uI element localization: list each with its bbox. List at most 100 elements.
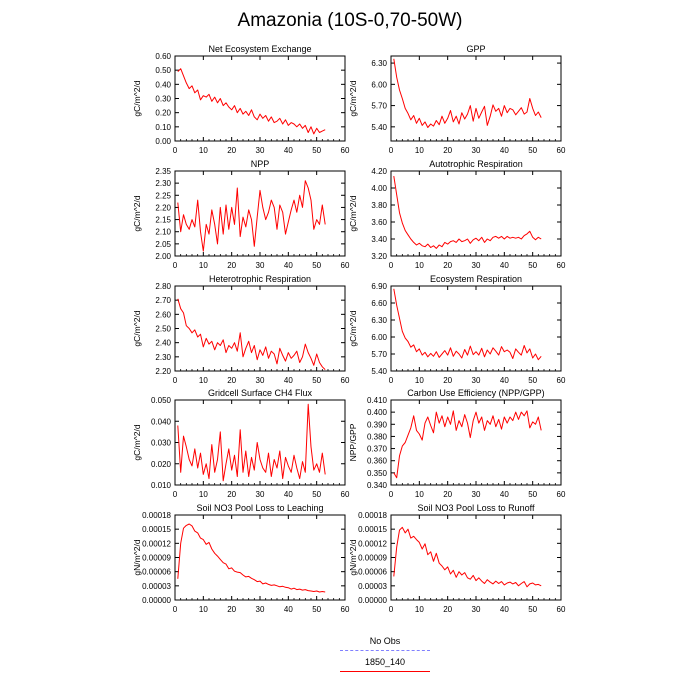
y-tick-label: 3.60 — [371, 218, 387, 227]
panel-title: Autotrophic Respiration — [429, 159, 523, 169]
y-tick-label: 0.400 — [367, 408, 388, 417]
x-tick-label: 10 — [199, 605, 208, 614]
x-tick-label: 60 — [341, 605, 350, 614]
y-tick-label: 2.30 — [155, 353, 171, 362]
x-tick-label: 10 — [415, 490, 424, 499]
y-tick-label: 4.20 — [371, 167, 387, 176]
x-tick-label: 40 — [500, 605, 509, 614]
y-tick-label: 0.410 — [367, 396, 388, 405]
y-tick-label: 0.20 — [155, 109, 171, 118]
x-tick-label: 0 — [389, 376, 394, 385]
x-tick-label: 0 — [173, 376, 178, 385]
y-tick-label: 2.80 — [155, 282, 171, 291]
y-tick-label: 6.30 — [371, 316, 387, 325]
y-tick-label: 0.370 — [367, 445, 388, 454]
series-line-1850-140 — [177, 68, 326, 135]
series-line-1850-140 — [177, 523, 326, 593]
x-tick-label: 60 — [341, 490, 350, 499]
y-axis-label: gC/m^2/d — [132, 310, 142, 346]
y-tick-label: 6.60 — [371, 299, 387, 308]
y-tick-label: 2.00 — [155, 252, 171, 261]
x-tick-label: 50 — [312, 146, 321, 155]
x-tick-label: 60 — [557, 376, 566, 385]
x-tick-label: 50 — [528, 605, 537, 614]
y-tick-label: 2.20 — [155, 203, 171, 212]
y-tick-label: 0.040 — [151, 417, 172, 426]
x-tick-label: 20 — [227, 376, 236, 385]
x-tick-label: 50 — [312, 261, 321, 270]
panel-title: Net Ecosystem Exchange — [208, 44, 311, 54]
y-tick-label: 2.70 — [155, 296, 171, 305]
plot-frame — [174, 170, 346, 257]
y-tick-label: 2.20 — [155, 367, 171, 376]
y-tick-label: 5.70 — [371, 350, 387, 359]
x-tick-label: 30 — [256, 376, 265, 385]
panel-4: Heterotrophic Respiration gC/m^2/d 0 10 20 30… — [132, 274, 350, 385]
y-tick-label: 2.10 — [155, 228, 171, 237]
y-tick-label: 4.00 — [371, 184, 387, 193]
y-tick-label: 0.00009 — [358, 554, 387, 563]
x-tick-label: 30 — [472, 261, 481, 270]
x-tick-label: 30 — [256, 261, 265, 270]
y-tick-label: 0.00009 — [142, 554, 171, 563]
y-tick-label: 0.030 — [151, 439, 172, 448]
y-tick-label: 2.25 — [155, 191, 171, 200]
y-axis-label: gC/m^2/d — [132, 424, 142, 460]
x-tick-label: 20 — [227, 146, 236, 155]
y-tick-label: 3.40 — [371, 235, 387, 244]
y-tick-label: 6.00 — [371, 80, 387, 89]
panel-title: GPP — [466, 44, 485, 54]
y-tick-label: 0.390 — [367, 420, 388, 429]
y-axis-label: gC/m^2/d — [132, 80, 142, 116]
x-tick-label: 50 — [312, 490, 321, 499]
y-tick-label: 6.00 — [371, 333, 387, 342]
series-line-1850-140 — [393, 176, 542, 249]
figure-title: Amazonia (10S-0,70-50W) — [237, 10, 463, 31]
x-tick-label: 60 — [557, 261, 566, 270]
x-tick-label: 30 — [472, 605, 481, 614]
x-tick-label: 0 — [389, 490, 394, 499]
x-tick-label: 60 — [341, 261, 350, 270]
x-tick-label: 20 — [227, 605, 236, 614]
x-tick-label: 50 — [528, 490, 537, 499]
y-tick-label: 2.60 — [155, 310, 171, 319]
legend-label-1850-140: 1850_140 — [364, 657, 406, 667]
x-tick-label: 50 — [312, 605, 321, 614]
x-tick-label: 30 — [256, 490, 265, 499]
x-tick-label: 20 — [443, 376, 452, 385]
x-tick-label: 20 — [443, 490, 452, 499]
panel-8: Soil NO3 Pool Loss to Leaching gN/m^2/d 0 1… — [132, 503, 350, 614]
y-tick-label: 0.10 — [155, 123, 171, 132]
panel-0: Net Ecosystem Exchange gC/m^2/d 0 10 20 30 40 5… — [132, 44, 350, 155]
panel-title: Gridcell Surface CH4 Flux — [208, 388, 313, 398]
y-tick-label: 0.360 — [367, 457, 388, 466]
legend: No Obs 1850_140 — [340, 636, 430, 678]
x-tick-label: 40 — [500, 261, 509, 270]
y-tick-label: 0.60 — [155, 52, 171, 61]
y-tick-label: 0.380 — [367, 432, 388, 441]
y-axis-label: gN/m^2/d — [132, 539, 142, 575]
x-tick-label: 60 — [557, 490, 566, 499]
y-tick-label: 0.00006 — [358, 568, 387, 577]
y-tick-label: 2.35 — [155, 167, 171, 176]
plot-frame — [390, 55, 562, 142]
x-tick-label: 20 — [443, 261, 452, 270]
y-tick-label: 0.00000 — [142, 596, 171, 605]
panel-title: Ecosystem Respiration — [430, 274, 522, 284]
y-tick-label: 0.00015 — [142, 525, 171, 534]
legend-line-no-obs — [340, 650, 430, 651]
x-tick-label: 20 — [443, 605, 452, 614]
x-tick-label: 10 — [199, 146, 208, 155]
x-tick-label: 30 — [472, 376, 481, 385]
plot-frame — [390, 514, 562, 601]
x-tick-label: 60 — [557, 146, 566, 155]
x-tick-label: 0 — [173, 605, 178, 614]
y-tick-label: 0.00012 — [142, 539, 171, 548]
y-axis-label: gC/m^2/d — [132, 195, 142, 231]
y-tick-label: 5.40 — [371, 367, 387, 376]
y-tick-label: 3.80 — [371, 201, 387, 210]
plot-frame — [174, 285, 346, 372]
y-tick-label: 0.350 — [367, 469, 388, 478]
x-tick-label: 50 — [312, 376, 321, 385]
x-tick-label: 30 — [256, 605, 265, 614]
